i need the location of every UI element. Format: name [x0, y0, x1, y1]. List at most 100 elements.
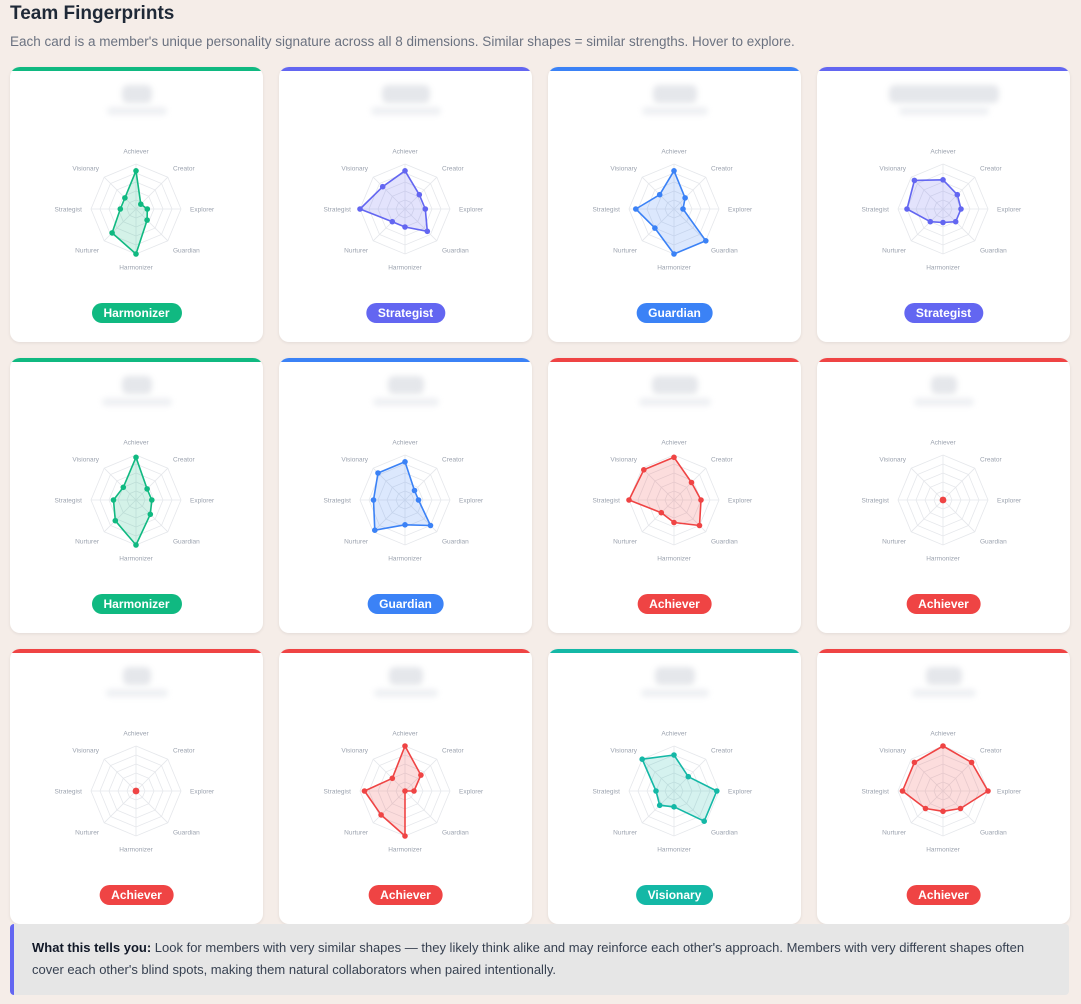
member-role-redacted	[370, 107, 441, 115]
radar-point	[133, 542, 139, 548]
member-name-redacted	[388, 667, 423, 685]
member-card[interactable]: Achiever Creator Explorer Guardian Harmonize…	[817, 649, 1070, 924]
member-role-redacted	[898, 107, 989, 115]
radar-point	[411, 487, 418, 494]
radar-axis-label: Nurturer	[882, 539, 907, 546]
member-card[interactable]: Achiever Creator Explorer Guardian Harmonize…	[10, 67, 263, 342]
radar-axis-label: Visionary	[879, 166, 906, 173]
radar-point	[402, 833, 408, 839]
personality-type-badge: Strategist	[903, 303, 984, 323]
member-card[interactable]: Achiever Creator Explorer Guardian Harmonize…	[279, 67, 532, 342]
card-accent-bar	[10, 649, 263, 653]
radar-chart: Achiever Creator Explorer Guardian Harmonize…	[55, 440, 216, 563]
radar-axis-label: Creator	[711, 166, 734, 173]
radar-spoke	[103, 499, 137, 533]
personality-type-badge: Achiever	[99, 885, 174, 905]
card-accent-bar	[548, 358, 801, 362]
radar-spoke	[910, 176, 944, 210]
member-name-redacted	[930, 376, 957, 394]
member-card[interactable]: Achiever Creator Explorer Guardian Harmonize…	[10, 649, 263, 924]
radar-spoke	[910, 467, 944, 501]
radar-point	[418, 772, 424, 778]
radar-axis-label: Visionary	[72, 748, 99, 755]
radar-point	[639, 756, 645, 762]
card-accent-bar	[548, 649, 801, 653]
member-card[interactable]: Achiever Creator Explorer Guardian Harmonize…	[817, 67, 1070, 342]
radar-axis-label: Guardian	[442, 539, 469, 546]
radar-chart: Achiever Creator Explorer Guardian Harmonize…	[324, 440, 485, 563]
radar-spoke	[673, 176, 707, 210]
member-role-redacted	[640, 689, 709, 697]
radar-axis-label: Strategist	[862, 789, 890, 796]
radar-axis-label: Achiever	[930, 149, 956, 156]
radar-point	[144, 206, 151, 212]
radar-point	[133, 454, 139, 461]
radar-point	[411, 788, 417, 794]
radar-axis-label: Explorer	[997, 789, 1022, 796]
radar-shape	[634, 169, 707, 255]
radar-axis-label: Strategist	[324, 498, 352, 505]
radar-point	[416, 191, 423, 198]
personality-type-badge: Achiever	[637, 594, 712, 614]
member-role-redacted	[372, 398, 439, 406]
radar-axis-label: Visionary	[341, 457, 368, 464]
member-role-redacted	[641, 107, 708, 115]
member-card[interactable]: Achiever Creator Explorer Guardian Harmonize…	[279, 649, 532, 924]
radar-point	[112, 517, 119, 524]
personality-type-badge: Achiever	[906, 594, 981, 614]
personality-type-badge: Strategist	[365, 303, 446, 323]
radar-axis-label: Visionary	[72, 166, 99, 173]
member-card[interactable]: Achiever Creator Explorer Guardian Harmonize…	[548, 649, 801, 924]
radar-axis-label: Achiever	[392, 440, 418, 447]
radar-axis-label: Explorer	[459, 207, 484, 214]
member-card[interactable]: Achiever Creator Explorer Guardian Harmonize…	[817, 358, 1070, 633]
member-name-redacted	[387, 376, 424, 394]
radar-point	[402, 743, 408, 749]
radar-axis-label: Creator	[711, 748, 734, 755]
radar-point	[985, 788, 991, 794]
radar-axis-label: Creator	[442, 457, 465, 464]
radar-axis-label: Creator	[711, 457, 734, 464]
radar-chart: Achiever Creator Explorer Guardian Harmonize…	[55, 731, 216, 854]
member-name-redacted	[651, 376, 698, 394]
radar-point	[658, 509, 665, 516]
member-card[interactable]: Achiever Creator Explorer Guardian Harmonize…	[548, 67, 801, 342]
radar-axis-label: Harmonizer	[657, 847, 691, 854]
radar-chart: Achiever Creator Explorer Guardian Harmonize…	[593, 440, 754, 563]
radar-axis-label: Strategist	[593, 789, 621, 796]
radar-point	[939, 496, 947, 504]
radar-axis-label: Strategist	[55, 498, 83, 505]
radar-axis-label: Harmonizer	[388, 847, 422, 854]
member-card[interactable]: Achiever Creator Explorer Guardian Harmonize…	[10, 358, 263, 633]
radar-axis-label: Nurturer	[344, 539, 369, 546]
radar-axis-label: Harmonizer	[926, 556, 960, 563]
radar-axis-label: Creator	[173, 457, 196, 464]
radar-axis-label: Nurturer	[75, 248, 100, 255]
radar-axis-label: Strategist	[593, 498, 621, 505]
radar-point	[968, 759, 975, 766]
radar-point	[698, 497, 704, 503]
radar-axis-label: Visionary	[610, 748, 637, 755]
radar-chart: Achiever Creator Explorer Guardian Harmonize…	[324, 149, 485, 272]
member-card[interactable]: Achiever Creator Explorer Guardian Harmonize…	[548, 358, 801, 633]
radar-point	[940, 743, 946, 749]
radar-axis-label: Achiever	[392, 149, 418, 156]
radar-point	[685, 773, 692, 780]
member-role-redacted	[106, 107, 167, 115]
member-card[interactable]: Achiever Creator Explorer Guardian Harmonize…	[279, 358, 532, 633]
radar-spoke	[372, 758, 406, 792]
radar-spoke	[673, 208, 707, 242]
member-role-redacted	[638, 398, 711, 406]
radar-point	[138, 201, 144, 207]
radar-point	[656, 802, 663, 809]
radar-axis-label: Explorer	[997, 498, 1022, 505]
radar-axis-label: Explorer	[728, 789, 753, 796]
radar-axis-label: Strategist	[862, 207, 890, 214]
radar-point	[427, 522, 434, 529]
radar-axis-label: Nurturer	[344, 248, 369, 255]
radar-point	[378, 812, 384, 818]
radar-axis-label: Visionary	[610, 457, 637, 464]
radar-point	[656, 191, 663, 198]
radar-axis-label: Visionary	[341, 166, 368, 173]
card-accent-bar	[279, 67, 532, 71]
